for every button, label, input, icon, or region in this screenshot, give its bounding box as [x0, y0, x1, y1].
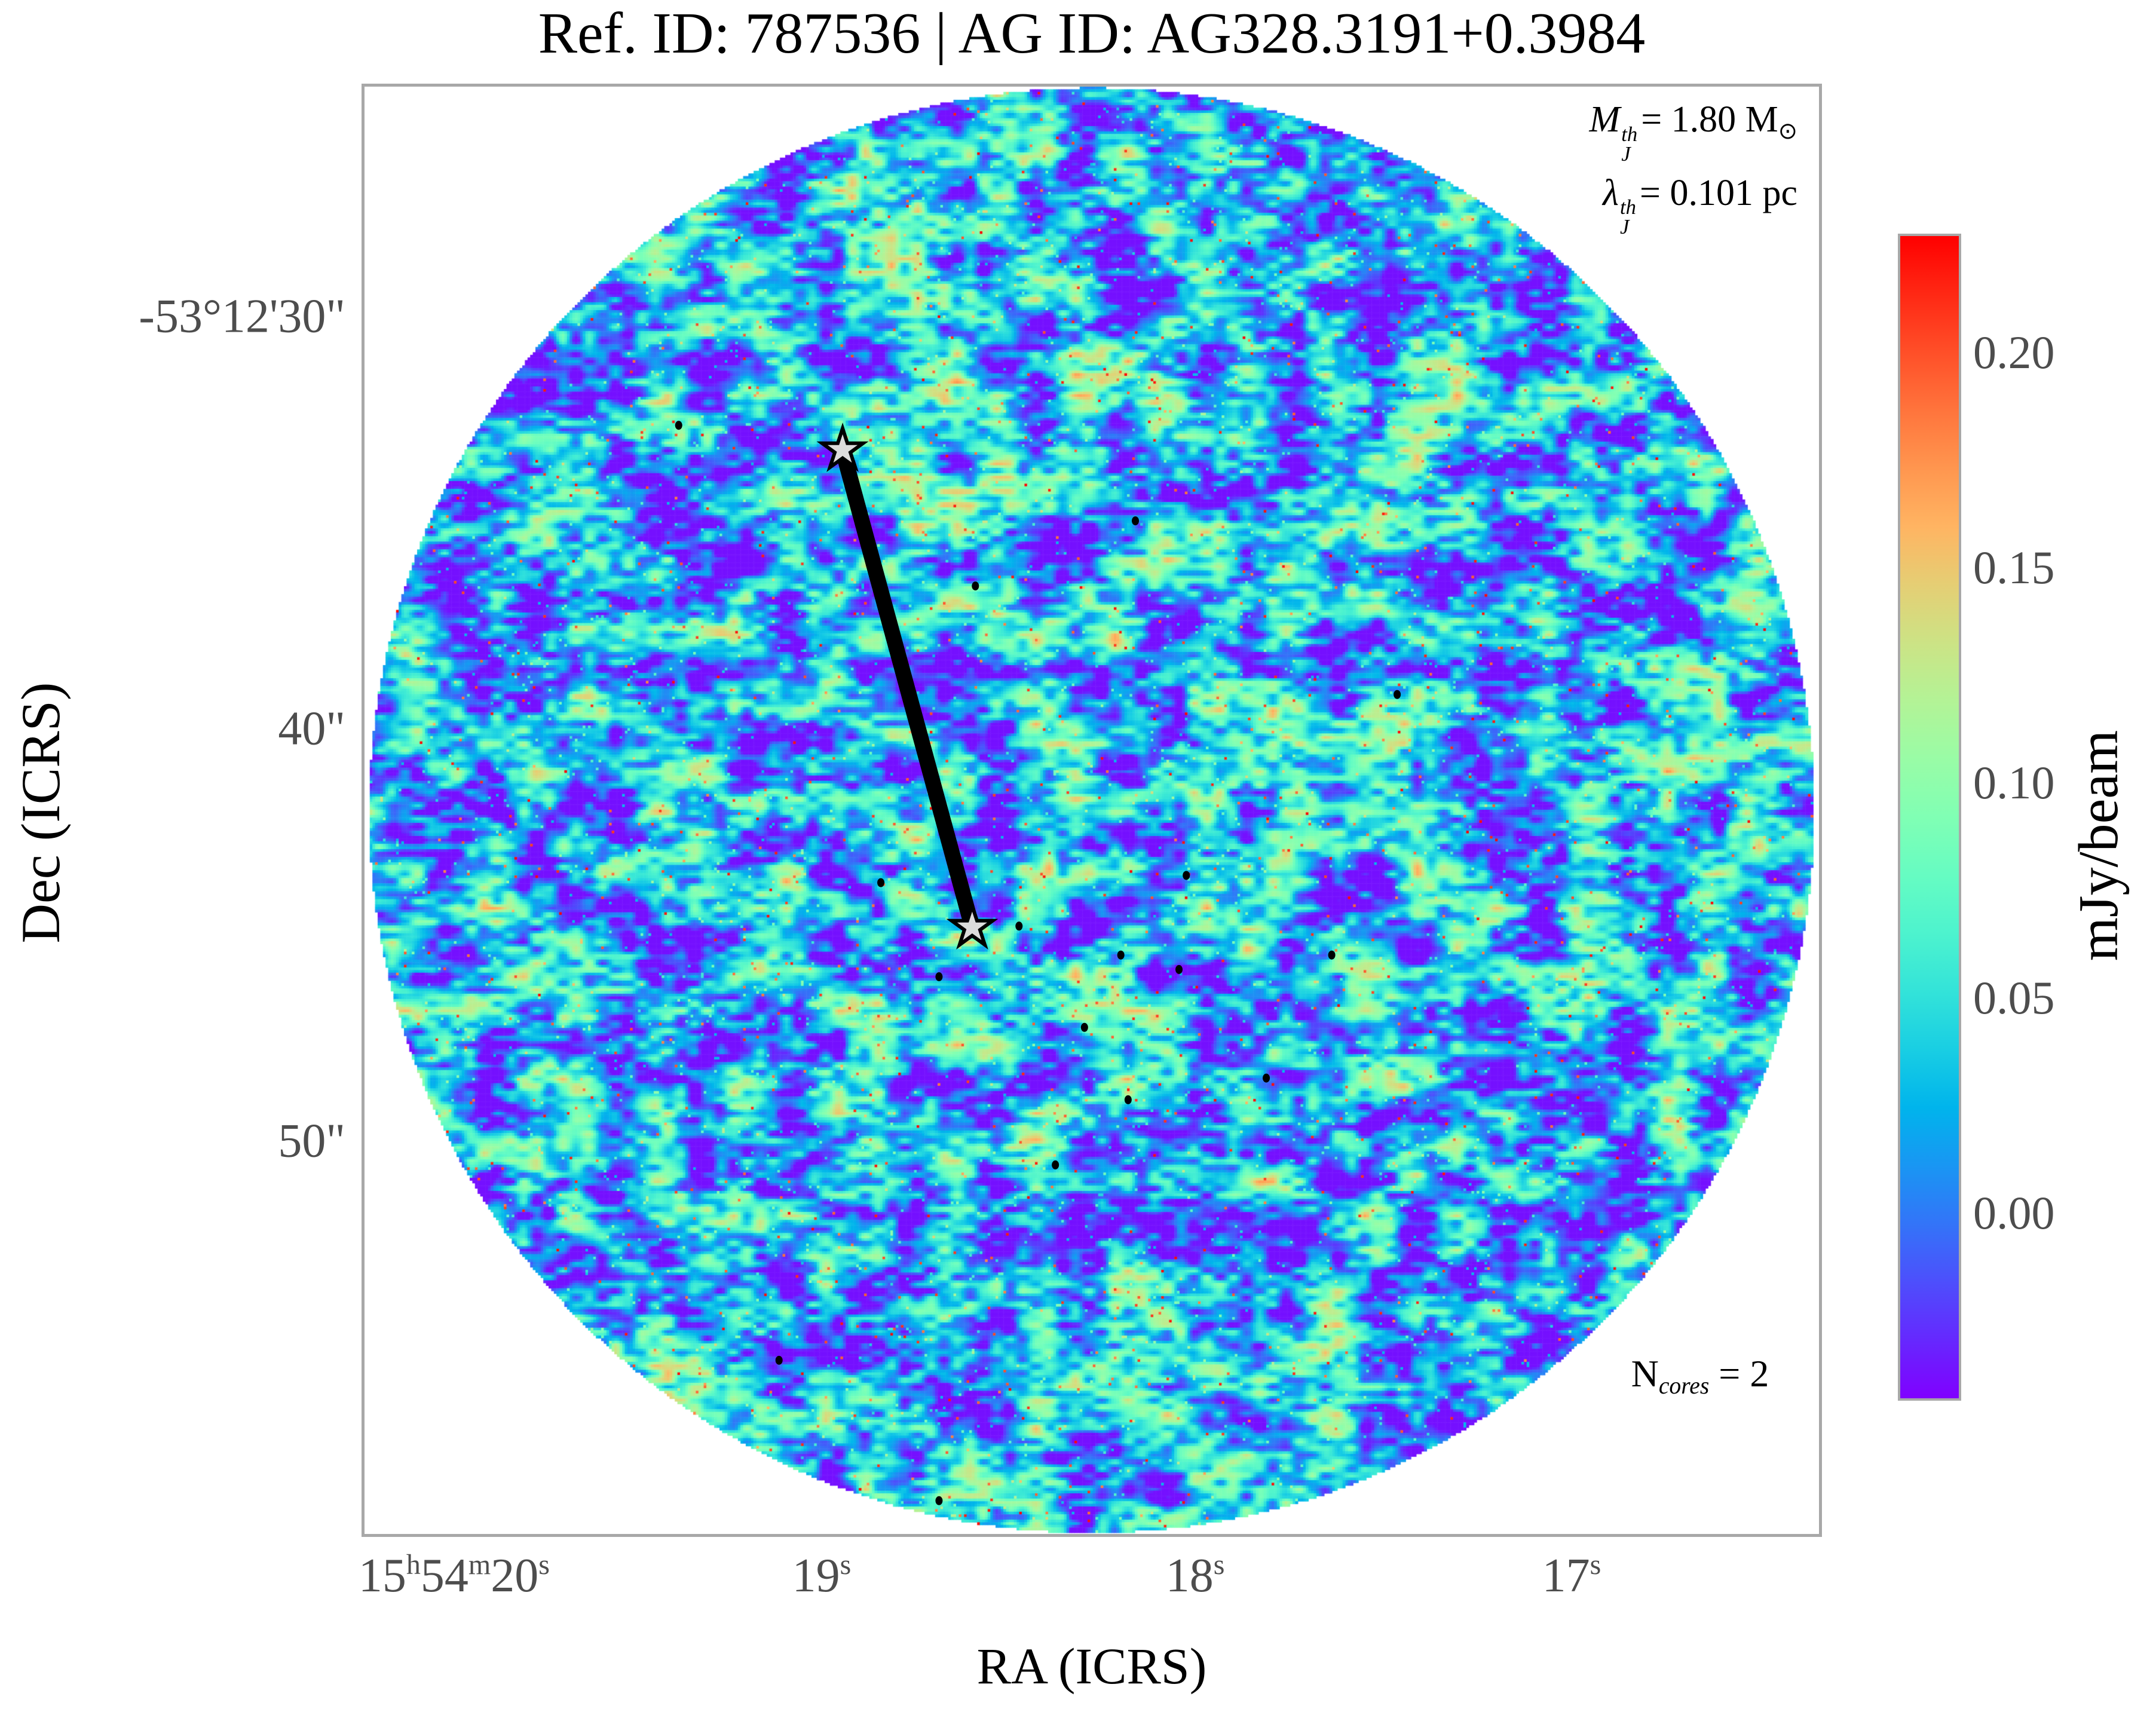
masked-pixel-dot — [1080, 1022, 1088, 1032]
colorbar-tick-015: 0.15 — [1973, 541, 2055, 593]
x-axis-label: RA (ICRS) — [976, 1637, 1207, 1695]
core-star-marker-1 — [816, 422, 869, 472]
ra-tick-label-19s: 19s — [792, 1549, 852, 1602]
masked-pixel-dot — [1394, 690, 1401, 699]
colorbar-gradient — [1900, 236, 1959, 1398]
colorbar-tick-020: 0.20 — [1973, 326, 2055, 378]
dec-tick-label-30: -53°12'30" — [139, 290, 345, 343]
colorbar-tick-010: 0.10 — [1973, 756, 2055, 809]
jeans-length-line: λ th J = 0.101 pc — [1590, 164, 1797, 238]
jeans-mass-value: = 1.80 M — [1641, 99, 1778, 140]
colorbar-tick-005: 0.05 — [1973, 972, 2055, 1024]
masked-pixel-dot — [1263, 1073, 1270, 1083]
masked-pixel-dot — [1015, 921, 1023, 931]
masked-pixel-dot — [775, 1355, 783, 1365]
colorbar-label: mJy/beam — [2068, 730, 2130, 961]
jeans-length-scripts: th J — [1620, 195, 1637, 239]
jeans-length-value: = 0.101 pc — [1640, 172, 1797, 213]
masked-pixel-dot — [675, 421, 682, 430]
masked-pixel-dot — [935, 1496, 943, 1505]
masked-pixel-dot — [1124, 1095, 1132, 1104]
jeans-mass-scripts: th J — [1621, 122, 1638, 166]
ra-tick-label-17s: 17s — [1542, 1549, 1601, 1602]
colorbar-frame — [1898, 234, 1961, 1401]
masked-pixel-dot — [1175, 964, 1183, 974]
core-star-marker-2 — [946, 900, 999, 950]
page-title: Ref. ID: 787536 | AG ID: AG328.3191+0.39… — [538, 1, 1646, 66]
core-separation-line — [835, 448, 980, 930]
intensity-heatmap-canvas — [365, 87, 1819, 1534]
jeans-length-symbol: λ — [1603, 172, 1619, 213]
masked-pixel-dot — [1132, 516, 1140, 526]
masked-pixel-dot — [972, 581, 979, 591]
colorbar-tick-000: 0.00 — [1973, 1187, 2055, 1239]
cores-overlay — [675, 421, 1401, 1505]
dec-tick-label-50: 50" — [278, 1114, 345, 1168]
masked-pixel-dot — [1183, 871, 1190, 880]
ra-tick-label-15h54m20s: 15h54m20s — [358, 1549, 550, 1602]
jeans-mass-symbol: M — [1589, 99, 1621, 140]
dec-tick-label-40: 40" — [278, 702, 345, 755]
masked-pixel-dot — [877, 878, 885, 887]
y-axis-label: Dec (ICRS) — [10, 682, 71, 944]
masked-pixel-dot — [1052, 1160, 1059, 1169]
ncores-annotation: Ncores = 2 — [1631, 1352, 1769, 1399]
sun-symbol: ⊙ — [1778, 117, 1797, 145]
masked-pixel-dot — [1117, 950, 1125, 960]
masked-pixel-dot — [1328, 950, 1336, 960]
ra-tick-label-18s: 18s — [1165, 1549, 1225, 1602]
masked-pixel-dot — [935, 972, 943, 982]
axes-frame — [362, 84, 1822, 1537]
